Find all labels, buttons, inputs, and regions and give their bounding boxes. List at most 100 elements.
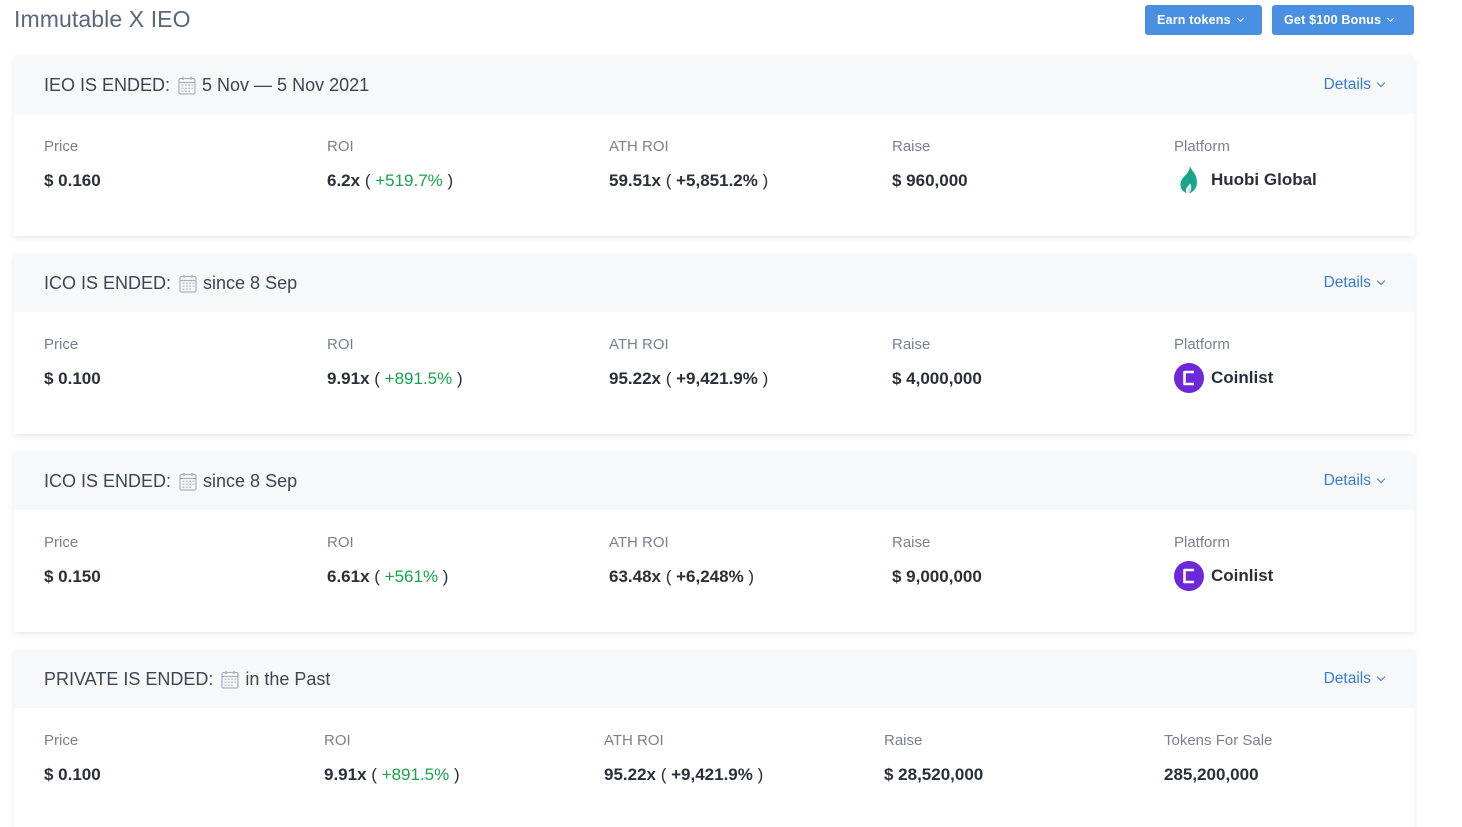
page-header: Immutable X IEO Earn tokens Get $100 Bon… <box>0 0 1462 42</box>
details-toggle[interactable]: Details <box>1323 650 1386 708</box>
ath-roi-percent: +9,421.9% <box>676 369 758 388</box>
price-label: Price <box>44 336 79 353</box>
roi-value: 9.91x ( +891.5% ) <box>327 369 463 388</box>
details-label: Details <box>1323 472 1371 489</box>
price-value: $ 0.160 <box>44 171 101 190</box>
roi-multiplier: 6.2x <box>327 171 361 190</box>
roi-label: ROI <box>327 534 354 551</box>
calendar-icon <box>179 472 197 491</box>
roi-label: ROI <box>324 732 351 749</box>
raise-label: Raise <box>884 732 923 749</box>
get-bonus-button[interactable]: Get $100 Bonus <box>1272 5 1414 35</box>
roi-value: 6.2x ( +519.7% ) <box>327 171 454 190</box>
details-toggle[interactable]: Details <box>1323 452 1386 510</box>
details-toggle[interactable]: Details <box>1323 254 1386 312</box>
round-date: since 8 Sep <box>203 272 298 293</box>
raise-label: Raise <box>892 534 931 551</box>
round-status: PRIVATE IS ENDED: <box>44 668 214 689</box>
chevron-down-icon <box>1376 78 1386 88</box>
roi-multiplier: 9.91x <box>327 369 370 388</box>
platform-name: Coinlist <box>1211 566 1274 585</box>
platform-link[interactable]: Coinlist <box>1174 561 1273 591</box>
earn-tokens-button[interactable]: Earn tokens <box>1145 5 1262 35</box>
price-value: $ 0.100 <box>44 369 101 388</box>
roi-value: 9.91x ( +891.5% ) <box>324 765 460 784</box>
round-card-private: PRIVATE IS ENDED: in the Past Details Pr… <box>14 650 1414 827</box>
round-title: IEO IS ENDED: 5 Nov — 5 Nov 2021 <box>44 56 369 114</box>
round-date: since 8 Sep <box>203 470 298 491</box>
price-label: Price <box>44 534 79 551</box>
round-header: PRIVATE IS ENDED: in the Past Details <box>14 650 1414 708</box>
platform-link[interactable]: Coinlist <box>1174 363 1273 393</box>
round-status: ICO IS ENDED: <box>44 470 172 491</box>
coinlist-logo-icon <box>1174 363 1204 393</box>
calendar-icon <box>221 670 239 689</box>
price-label: Price <box>44 138 79 155</box>
round-date: 5 Nov — 5 Nov 2021 <box>202 74 370 95</box>
ath-roi-label: ATH ROI <box>604 732 664 749</box>
roi-label: ROI <box>327 138 354 155</box>
details-label: Details <box>1323 274 1371 291</box>
roi-value: 6.61x ( +561% ) <box>327 567 449 586</box>
raise-value: $ 28,520,000 <box>884 765 984 784</box>
ath-roi-label: ATH ROI <box>609 534 669 551</box>
platform-label: Platform <box>1174 336 1230 353</box>
roi-percent: +891.5% <box>381 765 450 784</box>
round-header: ICO IS ENDED: since 8 Sep Details <box>14 452 1414 510</box>
round-status: ICO IS ENDED: <box>44 272 172 293</box>
huobi-logo-icon <box>1174 165 1204 195</box>
ath-roi-multiplier: 95.22x <box>609 369 661 388</box>
ath-roi-multiplier: 59.51x <box>609 171 661 190</box>
details-label: Details <box>1323 76 1371 93</box>
roi-percent: +891.5% <box>384 369 453 388</box>
ath-roi-label: ATH ROI <box>609 336 669 353</box>
raise-label: Raise <box>892 336 931 353</box>
roi-multiplier: 9.91x <box>324 765 367 784</box>
chevron-down-icon <box>1376 672 1386 682</box>
coinlist-logo-icon <box>1174 561 1204 591</box>
earn-tokens-label: Earn tokens <box>1157 13 1231 27</box>
roi-percent: +519.7% <box>375 171 443 190</box>
price-value: $ 0.150 <box>44 567 101 586</box>
chevron-down-icon <box>1387 14 1395 23</box>
price-label: Price <box>44 732 79 749</box>
ath-roi-multiplier: 95.22x <box>604 765 656 784</box>
ath-roi-value: 59.51x ( +5,851.2% ) <box>609 171 769 190</box>
round-card-ieo: IEO IS ENDED: 5 Nov — 5 Nov 2021 Details… <box>14 56 1414 236</box>
platform-name: Huobi Global <box>1211 170 1317 189</box>
chevron-down-icon <box>1376 276 1386 286</box>
round-header: IEO IS ENDED: 5 Nov — 5 Nov 2021 Details <box>14 56 1414 114</box>
details-toggle[interactable]: Details <box>1323 56 1386 114</box>
round-title: ICO IS ENDED: since 8 Sep <box>44 254 297 312</box>
ath-roi-label: ATH ROI <box>609 138 669 155</box>
platform-label: Platform <box>1174 138 1230 155</box>
page-title: Immutable X IEO <box>14 6 191 32</box>
calendar-icon <box>179 274 197 293</box>
round-card-ico-1: ICO IS ENDED: since 8 Sep Details Price … <box>14 254 1414 434</box>
round-header: ICO IS ENDED: since 8 Sep Details <box>14 254 1414 312</box>
raise-value: $ 960,000 <box>892 171 968 190</box>
tokens-for-sale-value: 285,200,000 <box>1164 765 1259 784</box>
roi-percent: +561% <box>384 567 439 586</box>
chevron-down-icon <box>1236 14 1244 23</box>
platform-link[interactable]: Huobi Global <box>1174 165 1317 195</box>
round-status: IEO IS ENDED: <box>44 74 171 95</box>
raise-value: $ 4,000,000 <box>892 369 982 388</box>
roi-multiplier: 6.61x <box>327 567 370 586</box>
ath-roi-percent: +5,851.2% <box>676 171 758 190</box>
calendar-icon <box>178 76 196 95</box>
raise-label: Raise <box>892 138 931 155</box>
round-card-ico-2: ICO IS ENDED: since 8 Sep Details Price … <box>14 452 1414 632</box>
tokens-for-sale-label: Tokens For Sale <box>1164 732 1273 749</box>
price-value: $ 0.100 <box>44 765 101 784</box>
round-date: in the Past <box>245 668 331 689</box>
round-title: ICO IS ENDED: since 8 Sep <box>44 452 297 510</box>
ath-roi-value: 63.48x ( +6,248% ) <box>609 567 755 586</box>
chevron-down-icon <box>1376 474 1386 484</box>
platform-name: Coinlist <box>1211 368 1274 387</box>
ath-roi-percent: +6,248% <box>676 567 744 586</box>
ath-roi-percent: +9,421.9% <box>671 765 753 784</box>
details-label: Details <box>1323 670 1371 687</box>
ath-roi-multiplier: 63.48x <box>609 567 661 586</box>
